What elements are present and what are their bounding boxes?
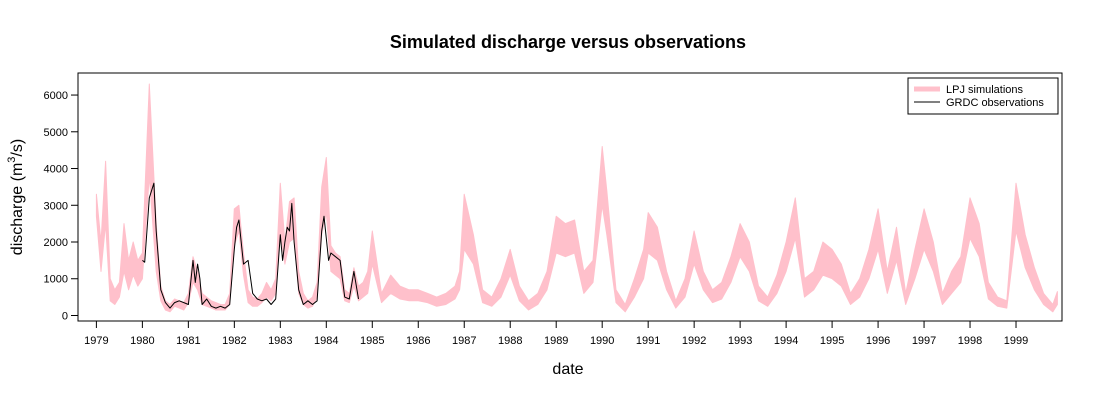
y-axis-label-main: discharge (m bbox=[9, 163, 26, 255]
x-tick-label: 1979 bbox=[84, 335, 108, 347]
x-tick-label: 1989 bbox=[544, 335, 568, 347]
x-tick-label: 1994 bbox=[774, 335, 798, 347]
x-tick-label: 1982 bbox=[222, 335, 246, 347]
x-tick-label: 1985 bbox=[360, 335, 384, 347]
x-axis-label: date bbox=[552, 361, 583, 378]
x-tick-label: 1996 bbox=[866, 335, 890, 347]
y-tick-label: 4000 bbox=[44, 164, 68, 176]
y-axis: 0 1000 2000 3000 4000 5000 6000 bbox=[44, 90, 79, 322]
x-axis: 1979 1980 1981 1982 1983 1984 1985 1986 1987 1988… bbox=[84, 320, 1028, 347]
series-layer bbox=[95, 83, 1058, 313]
x-tick-label: 1997 bbox=[912, 335, 936, 347]
x-tick-label: 1987 bbox=[452, 335, 476, 347]
x-tick-label: 1993 bbox=[728, 335, 752, 347]
legend-label-grdc-observations: GRDC observations bbox=[946, 97, 1044, 109]
x-tick-label: 1991 bbox=[636, 335, 660, 347]
y-tick-label: 6000 bbox=[44, 90, 68, 102]
legend-box bbox=[907, 77, 1059, 115]
x-tick-label: 1984 bbox=[314, 335, 338, 347]
y-tick-label: 5000 bbox=[44, 127, 68, 139]
x-tick-label: 1995 bbox=[820, 335, 844, 347]
y-tick-label: 1000 bbox=[44, 274, 68, 286]
legend: LPJ simulations GRDC observations bbox=[907, 77, 1059, 115]
chart-title: Simulated discharge versus observations bbox=[390, 32, 746, 52]
x-tick-label: 1980 bbox=[130, 335, 154, 347]
y-tick-label: 2000 bbox=[44, 237, 68, 249]
x-tick-label: 1992 bbox=[682, 335, 706, 347]
x-tick-label: 1990 bbox=[590, 335, 614, 347]
x-tick-label: 1988 bbox=[498, 335, 522, 347]
legend-label-lpj-simulations: LPJ simulations bbox=[946, 84, 1024, 96]
x-tick-label: 1981 bbox=[176, 335, 200, 347]
y-tick-label: 0 bbox=[62, 310, 68, 322]
y-axis-label-superscript: 3 bbox=[6, 157, 18, 163]
x-tick-label: 1999 bbox=[1004, 335, 1028, 347]
y-tick-label: 3000 bbox=[44, 200, 68, 212]
series-band-lpj-simulations bbox=[95, 83, 1058, 313]
x-tick-label: 1986 bbox=[406, 335, 430, 347]
y-axis-label-tail: /s) bbox=[9, 139, 26, 157]
y-axis-label: discharge (m3/s) bbox=[6, 139, 26, 255]
series-line-grdc-observations bbox=[142, 182, 359, 309]
x-tick-label: 1998 bbox=[958, 335, 982, 347]
x-tick-label: 1983 bbox=[268, 335, 292, 347]
